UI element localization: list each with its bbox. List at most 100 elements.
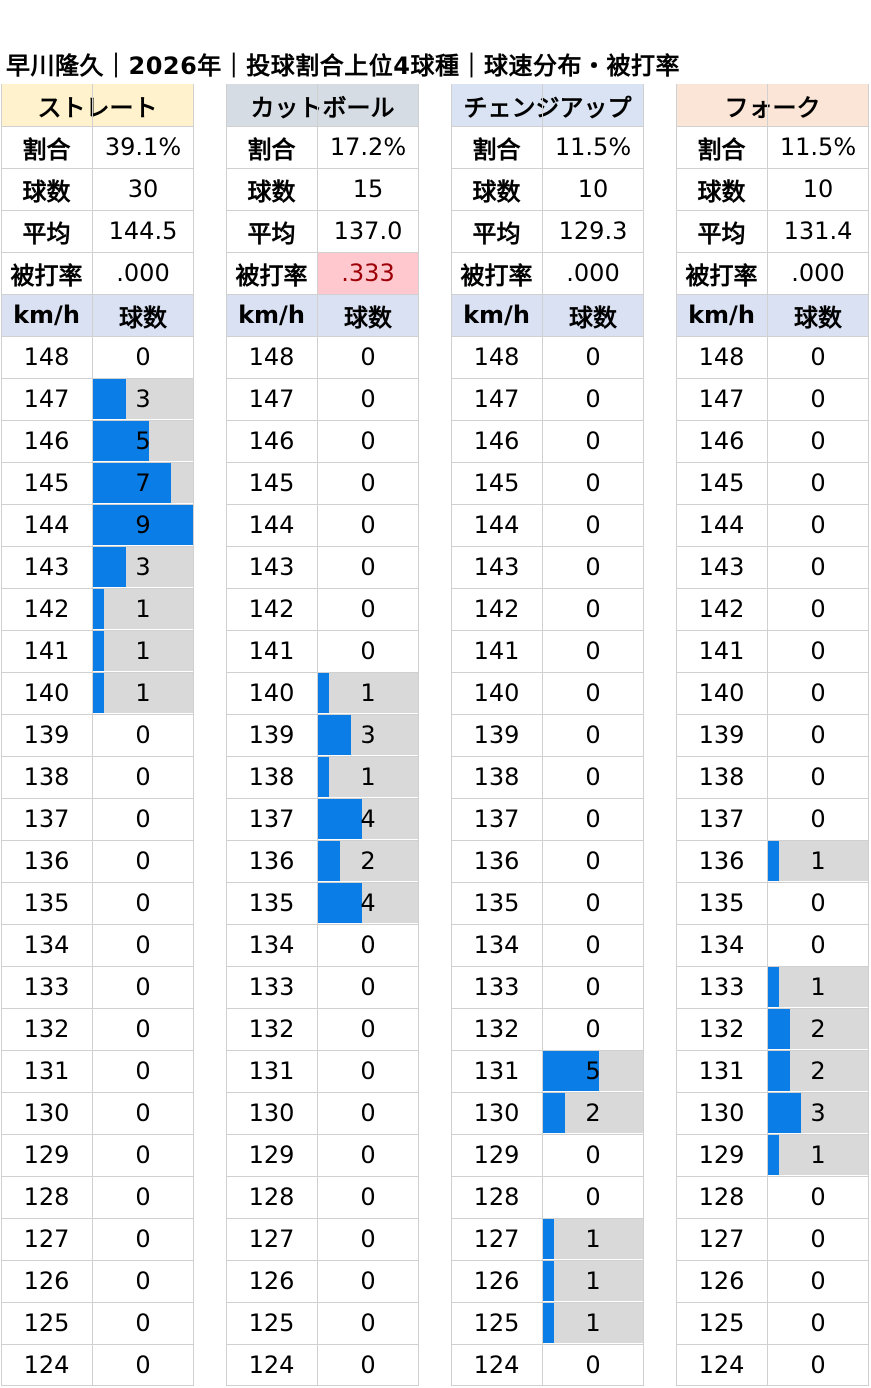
grid-line (676, 378, 869, 379)
count-value: 0 (360, 1225, 376, 1253)
count-value: 0 (585, 1183, 601, 1211)
speed-label: 129 (473, 1141, 520, 1169)
count-value: 0 (585, 595, 601, 623)
count-bar-cell: 0 (767, 462, 869, 504)
count-value: 0 (810, 343, 826, 371)
count-bar (768, 967, 779, 1007)
count-bar-cell: 0 (92, 1008, 194, 1050)
grid-line (226, 672, 419, 673)
count-bar-cell: 0 (317, 1176, 419, 1218)
speed-label: 140 (23, 679, 70, 707)
count-bar (543, 1261, 554, 1301)
grid-line (767, 84, 768, 1386)
grid-line (226, 756, 419, 757)
count-value: 0 (585, 427, 601, 455)
count-bar-background (768, 1135, 868, 1175)
grid-line (676, 672, 869, 673)
count-bar (318, 799, 362, 839)
grid-line (1, 798, 194, 799)
grid-line (1, 1134, 194, 1135)
grid-line (451, 1344, 644, 1345)
grid-line (226, 630, 419, 631)
count-bar-background (93, 631, 193, 671)
grid-line (451, 546, 644, 547)
speed-label: 128 (23, 1183, 70, 1211)
grid-line (226, 546, 419, 547)
count-bar-cell: 2 (317, 840, 419, 882)
count-value: 0 (135, 1351, 151, 1379)
grid-line (451, 1385, 644, 1386)
speed-label: 147 (473, 385, 520, 413)
count-bar-cell: 0 (92, 1260, 194, 1302)
count-value: 0 (810, 637, 826, 665)
count-bar-cell: 0 (317, 1134, 419, 1176)
count-value: 0 (585, 763, 601, 791)
count-value: 0 (360, 1099, 376, 1127)
speed-label: 146 (473, 427, 520, 455)
grid-line (1, 924, 194, 925)
count-value: 3 (135, 385, 151, 413)
grid-line (868, 84, 869, 1386)
count-value: 0 (585, 931, 601, 959)
speed-label: 141 (698, 637, 745, 665)
speed-label: 124 (473, 1351, 520, 1379)
grid-line (676, 462, 869, 463)
speed-label: 129 (698, 1141, 745, 1169)
count-value: 1 (810, 973, 826, 1001)
grid-line (226, 966, 419, 967)
batting-average-stat-value: .333 (317, 252, 419, 294)
count-bar-cell: 0 (542, 546, 644, 588)
count-bar-cell: 0 (767, 756, 869, 798)
pitch-panel-2: カットボール 割合 17.2% 球数 15 平均 137.0 被打率 .333 km/h 球数 148… (226, 84, 419, 1386)
speed-label: 134 (698, 931, 745, 959)
speed-label: 124 (248, 1351, 295, 1379)
count-bar-cell: 0 (767, 1344, 869, 1386)
count-value: 0 (360, 343, 376, 371)
count-bar (318, 841, 340, 881)
speed-label: 137 (473, 805, 520, 833)
count-bar (768, 1093, 801, 1133)
speed-label: 134 (473, 931, 520, 959)
grid-line (226, 924, 419, 925)
count-value: 0 (135, 1267, 151, 1295)
count-value: 1 (585, 1267, 601, 1295)
speed-label: 137 (248, 805, 295, 833)
grid-line (1, 336, 194, 337)
speed-label: 137 (698, 805, 745, 833)
count-bar-cell: 0 (767, 714, 869, 756)
count-value: 0 (810, 721, 826, 749)
grid-line (226, 1344, 419, 1345)
count-value: 0 (585, 385, 601, 413)
count-value: 0 (135, 1309, 151, 1337)
pitch-count-stat-value: 10 (577, 175, 609, 203)
count-bar-cell: 1 (92, 630, 194, 672)
grid-line (451, 1218, 644, 1219)
count-bar-background (318, 757, 418, 797)
speed-label: 139 (23, 721, 70, 749)
count-value: 0 (810, 469, 826, 497)
count-bar-cell: 0 (317, 420, 419, 462)
count-value: 0 (360, 1183, 376, 1211)
count-bar (93, 463, 171, 503)
ratio-stat-value: 17.2% (329, 133, 407, 161)
grid-line (226, 1050, 419, 1051)
batting-average-stat-value: .000 (566, 259, 620, 287)
speed-label: 135 (698, 889, 745, 917)
count-bar (318, 757, 329, 797)
count-value: 1 (360, 679, 376, 707)
count-value: 0 (360, 511, 376, 539)
count-value: 0 (360, 1309, 376, 1337)
speed-label: 140 (473, 679, 520, 707)
count-value: 0 (135, 1225, 151, 1253)
pitch-panel-3: チェンジアップ 割合 11.5% 球数 10 平均 129.3 被打率 .000 km/h 球数 14… (451, 84, 644, 1386)
pitch-count-stat-label: 球数 (697, 177, 746, 206)
grid-line (226, 1302, 419, 1303)
speed-label: 135 (248, 889, 295, 917)
grid-line (676, 1385, 869, 1386)
grid-line (226, 504, 419, 505)
count-value: 0 (135, 1141, 151, 1169)
count-bar-cell: 0 (767, 504, 869, 546)
count-value: 0 (135, 889, 151, 917)
count-bar-cell: 0 (542, 1176, 644, 1218)
speed-label: 145 (698, 469, 745, 497)
